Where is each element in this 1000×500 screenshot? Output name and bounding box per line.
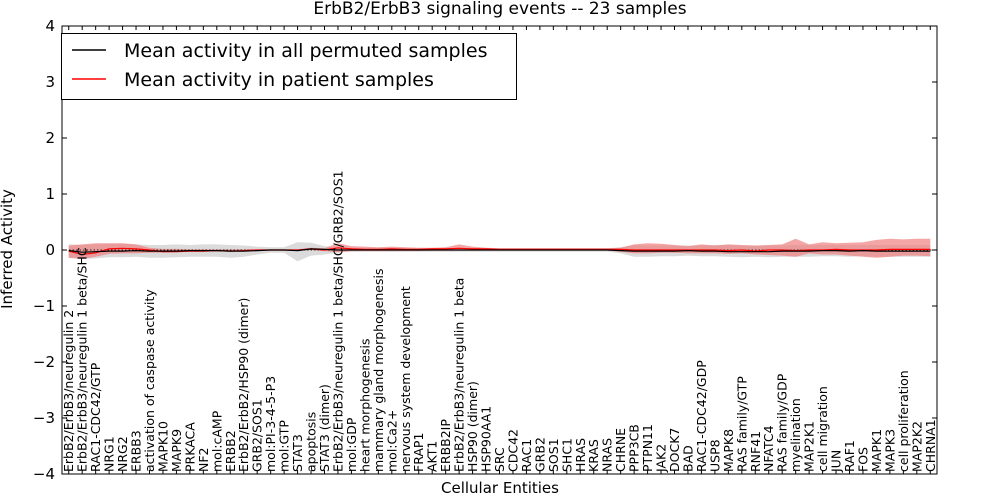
category-label: RNF41 xyxy=(748,431,763,472)
category-label: JAK2 xyxy=(654,444,669,473)
category-label: HSP90AA1 xyxy=(479,406,494,472)
y-tick-label: 3 xyxy=(45,73,55,91)
series-lines xyxy=(68,247,931,256)
category-label: MAPK1 xyxy=(869,429,884,472)
category-label: RAC1 xyxy=(519,439,534,472)
category-label: mol:PI-3-4-5-P3 xyxy=(263,376,278,472)
y-tick-label: −3 xyxy=(33,409,55,427)
category-label: ERBB2IP xyxy=(438,419,453,472)
category-label: cell proliferation xyxy=(896,370,911,472)
category-label: apoptosis xyxy=(304,412,319,472)
category-label: NRG1 xyxy=(102,436,117,472)
category-label: MAPK8 xyxy=(721,429,736,472)
category-label: ErbB2/ErbB3/neuregulin 1 beta xyxy=(452,278,467,472)
category-label: RAC1-CDC42/GTP xyxy=(88,362,103,472)
legend-box xyxy=(61,33,517,100)
category-label: NRAS xyxy=(600,438,615,472)
category-label: RAS family/GTP xyxy=(734,376,749,472)
category-label: HRAS xyxy=(573,438,588,472)
category-label: CDC42 xyxy=(506,429,521,472)
y-tick-label: 1 xyxy=(45,185,55,203)
category-label: heart morphogenesis xyxy=(357,339,372,473)
category-label: cell migration xyxy=(815,386,830,472)
chart-title: ErbB2/ErbB3 signaling events -- 23 sampl… xyxy=(313,0,686,19)
category-label: CHRNE xyxy=(613,428,628,472)
category-label: NFATC4 xyxy=(761,425,776,472)
category-label: PPP3CB xyxy=(627,424,642,472)
category-label: MAPK3 xyxy=(882,429,897,472)
legend: Mean activity in all permuted samples Me… xyxy=(61,33,517,100)
y-tick-label: −4 xyxy=(33,465,55,483)
y-tick-label: 2 xyxy=(45,129,55,147)
legend-entry-permuted: Mean activity in all permuted samples xyxy=(124,40,487,62)
category-label: MAPK10 xyxy=(156,421,171,472)
category-label: mol:Ca2+ xyxy=(384,410,399,472)
category-label: RAC1-CDC42/GDP xyxy=(694,360,709,472)
y-tick-label: 0 xyxy=(45,241,55,259)
category-label: myelination xyxy=(788,398,803,472)
y-tick-label: −2 xyxy=(33,353,55,371)
category-label: MAP2K1 xyxy=(802,421,817,472)
category-label: ERBB2 xyxy=(223,430,238,472)
category-label: PRKACA xyxy=(182,422,197,472)
category-label: mol:cAMP xyxy=(209,410,224,472)
category-label: SHC1 xyxy=(559,438,574,472)
plot-frame xyxy=(61,25,938,475)
category-label: RAF1 xyxy=(842,440,857,472)
category-label: SOS1 xyxy=(546,438,561,472)
category-label: MAPK9 xyxy=(169,429,184,472)
category-label: ErbB2/ErbB2/HSP90 (dimer) xyxy=(236,298,251,472)
category-label: NRG2 xyxy=(115,436,130,472)
category-label: activation of caspase activity xyxy=(142,289,157,472)
category-label: STAT3 xyxy=(290,434,305,472)
category-label: ErbB2/ErbB3/neuregulin 2 xyxy=(61,310,76,472)
legend-entry-patient: Mean activity in patient samples xyxy=(124,69,434,91)
category-label: KRAS xyxy=(586,439,601,472)
category-label: mol:GDP xyxy=(344,417,359,472)
category-label: HSP90 (dimer) xyxy=(465,381,480,472)
category-label: NF2 xyxy=(196,448,211,473)
category-label: BAD xyxy=(681,445,696,472)
category-label: MAP2K2 xyxy=(909,421,924,472)
y-tick-label: 4 xyxy=(45,17,55,35)
category-label: PTPN11 xyxy=(640,424,655,472)
x-axis-label: Cellular Entities xyxy=(441,479,559,497)
x-axis-ticks xyxy=(68,26,931,474)
category-label: mol:GTP xyxy=(277,420,292,472)
category-label: JUN xyxy=(829,450,844,473)
category-label: nervous system development xyxy=(398,286,413,472)
category-label: FOS xyxy=(856,447,871,472)
category-label: SRC xyxy=(492,447,507,472)
category-label: AKT1 xyxy=(425,441,440,472)
category-label: RAS family/GDP xyxy=(775,373,790,472)
category-label: ErbB2/ErbB3/neuregulin 1 beta/SHC/GRB2/S… xyxy=(331,170,346,472)
category-label: DOCK7 xyxy=(667,428,682,472)
category-label: GRB2/SOS1 xyxy=(250,399,265,472)
series-line-permuted xyxy=(68,248,931,253)
category-label: ErbB2/ErbB3/neuregulin 1 beta/SHC xyxy=(75,247,90,472)
y-axis-label: Inferred Activity xyxy=(0,189,16,309)
category-label: FRAP1 xyxy=(411,433,426,472)
category-label: CHRNA1 xyxy=(923,419,938,472)
category-label: ERBB3 xyxy=(129,430,144,472)
y-axis-ticks: −4 −3 −2 −1 0 1 2 3 4 xyxy=(33,17,937,483)
category-label: mammary gland morphogenesis xyxy=(371,269,386,472)
category-label: STAT3 (dimer) xyxy=(317,384,332,472)
category-label: USP8 xyxy=(707,439,722,472)
category-labels: ErbB2/ErbB3/neuregulin 2ErbB2/ErbB3/neur… xyxy=(61,170,938,473)
y-tick-label: −1 xyxy=(33,297,55,315)
category-label: GRB2 xyxy=(532,437,547,472)
